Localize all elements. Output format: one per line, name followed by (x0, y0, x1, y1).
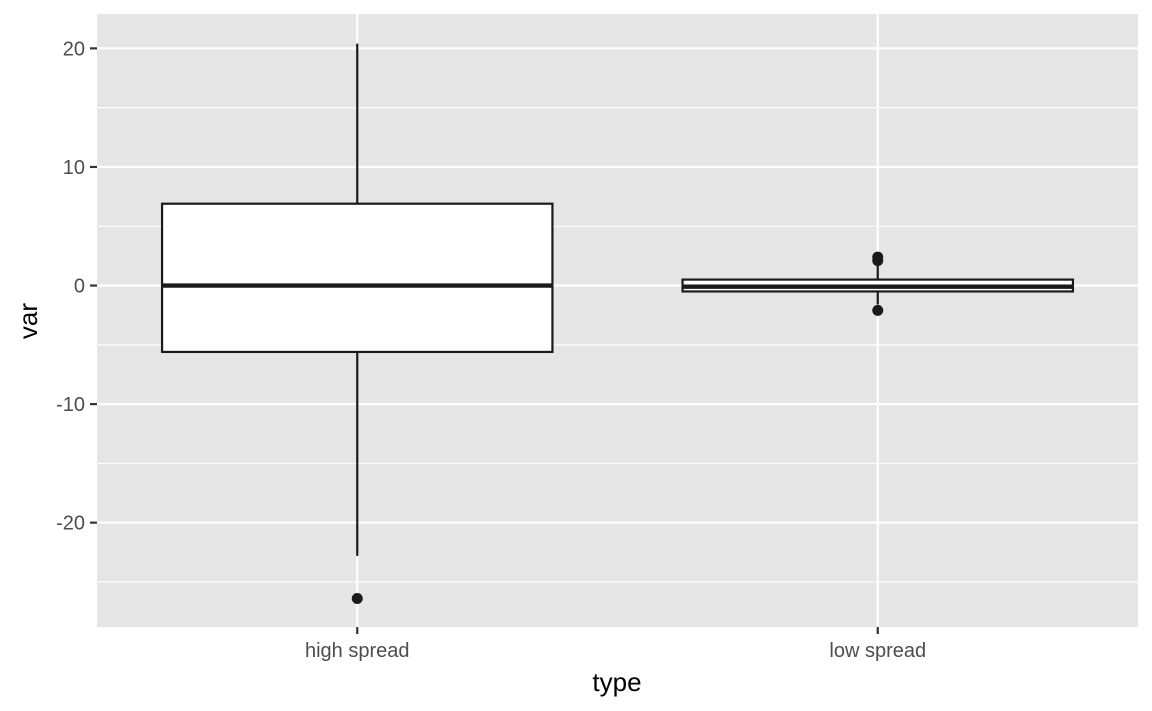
box-layer (160, 43, 1075, 605)
box-iqr (160, 202, 554, 354)
x-tick-label: high spread (305, 640, 410, 662)
outlier-point (872, 251, 884, 263)
y-axis-title: var (13, 303, 43, 339)
y-tick-label: 10 (63, 157, 85, 179)
axes: -20 -10 0 10 20 high spread low spread (56, 38, 926, 662)
x-tick-label: low spread (829, 640, 926, 662)
y-tick-label: -20 (56, 513, 85, 535)
y-tick-label: -10 (56, 394, 85, 416)
y-tick-label: 20 (63, 38, 85, 60)
y-tick-label: 0 (74, 276, 85, 298)
x-axis-title: type (592, 667, 641, 697)
outlier-point (351, 593, 363, 605)
outlier-point (872, 304, 884, 316)
